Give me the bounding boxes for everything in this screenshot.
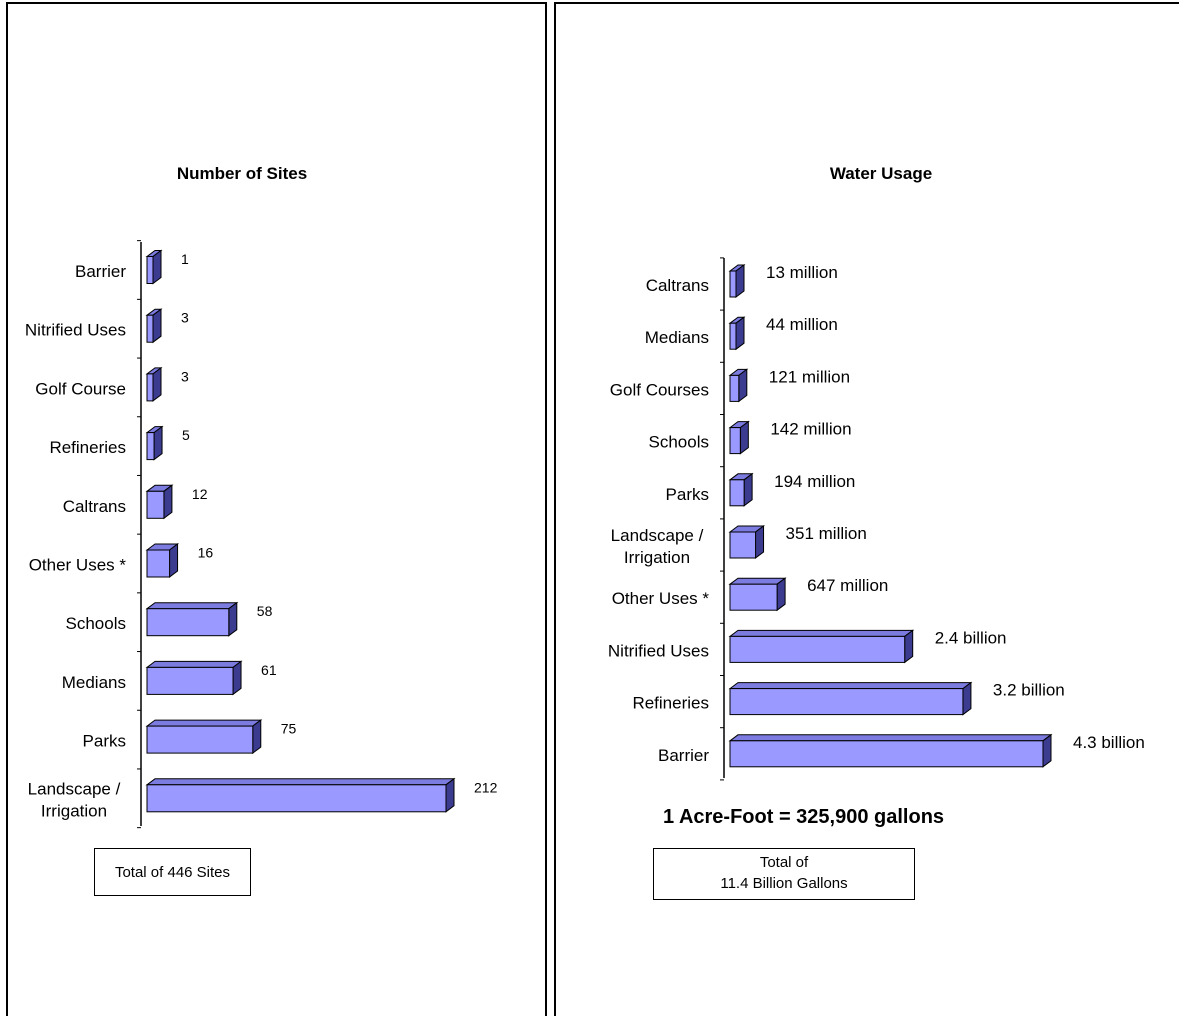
category-label-schools: Schools [649, 433, 709, 452]
value-label-caltrans: 13 million [766, 263, 838, 282]
bar-landscape-irrigation [146, 784, 447, 813]
bar-top-barrier [728, 734, 1053, 742]
bar-caltrans [729, 270, 737, 298]
value-label-schools: 142 million [770, 420, 851, 439]
category-label-schools: Schools [66, 614, 126, 633]
category-label-barrier: Barrier [658, 746, 709, 765]
category-label-other-uses: Other Uses * [612, 589, 710, 608]
chart-title-sites: Number of Sites [176, 164, 308, 183]
chart-title-water: Water Usage [829, 164, 933, 183]
bar-landscape-irrigation [729, 531, 757, 559]
bar-side-nitrified-uses [904, 629, 914, 664]
category-label-other-uses: Other Uses * [29, 556, 127, 575]
bar-side-landscape-irrigation [445, 777, 455, 813]
value-label-parks: 75 [281, 721, 297, 737]
value-label-nitrified-uses: 3 [181, 310, 189, 326]
bar-top-medians [145, 660, 243, 668]
value-label-other-uses: 647 million [807, 576, 888, 595]
bar-refineries [729, 688, 964, 716]
total-sites-box: Total of 446 Sites [94, 848, 251, 896]
value-label-medians: 44 million [766, 315, 838, 334]
value-label-barrier: 1 [181, 251, 189, 267]
bar-side-medians [735, 316, 745, 351]
bar-schools [729, 427, 741, 455]
bar-top-refineries [728, 682, 973, 690]
category-label-barrier: Barrier [75, 262, 126, 281]
bar-side-caltrans [163, 484, 173, 520]
bar-refineries [146, 432, 155, 461]
bar-side-golf-courses [738, 368, 748, 403]
value-label-refineries: 3.2 billion [993, 681, 1065, 700]
total-water-box: Total of 11.4 Billion Gallons [653, 848, 915, 900]
bar-side-medians [232, 660, 242, 696]
bar-nitrified-uses [146, 314, 154, 343]
bar-golf-course [146, 373, 154, 402]
value-label-nitrified-uses: 2.4 billion [935, 628, 1007, 647]
value-label-schools: 58 [257, 603, 273, 619]
bar-other-uses [146, 549, 171, 578]
category-label-parks: Parks [666, 485, 709, 504]
category-label-landscape-irrigation: Landscape / Irrigation [28, 779, 121, 820]
bar-barrier [729, 740, 1044, 768]
value-label-barrier: 4.3 billion [1073, 733, 1145, 752]
bar-top-other-uses [728, 577, 787, 585]
bar-barrier [146, 256, 154, 284]
value-label-landscape-irrigation: 351 million [786, 524, 867, 543]
bar-side-barrier [1042, 733, 1052, 768]
bar-top-schools [145, 602, 239, 610]
bar-parks [146, 725, 254, 754]
bar-side-other-uses [169, 543, 179, 578]
bar-side-parks [252, 719, 262, 755]
category-label-nitrified-uses: Nitrified Uses [25, 321, 126, 340]
bar-side-refineries [962, 681, 972, 716]
total-water-line-2: 11.4 Billion Gallons [720, 875, 848, 892]
bar-side-schools [739, 420, 749, 455]
value-label-landscape-irrigation: 212 [474, 779, 498, 795]
bar-side-other-uses [776, 577, 786, 612]
bar-top-landscape-irrigation [145, 778, 456, 786]
bar-caltrans [146, 490, 165, 519]
category-label-landscape-irrigation: Landscape / Irrigation [611, 526, 704, 567]
bar-top-parks [145, 719, 263, 727]
chart-panel-water [554, 2, 1179, 1016]
bar-side-schools [228, 601, 238, 637]
category-label-refineries: Refineries [632, 694, 709, 713]
bar-side-refineries [153, 425, 163, 461]
value-label-caltrans: 12 [192, 486, 208, 502]
value-label-refineries: 5 [182, 427, 190, 443]
category-label-medians: Medians [62, 673, 126, 692]
bar-other-uses [729, 583, 778, 611]
category-label-medians: Medians [645, 328, 709, 347]
category-label-refineries: Refineries [49, 438, 126, 457]
bar-side-parks [743, 472, 753, 507]
bar-parks [729, 479, 745, 507]
category-label-nitrified-uses: Nitrified Uses [608, 641, 709, 660]
category-label-golf-courses: Golf Courses [610, 380, 709, 399]
value-label-golf-courses: 121 million [769, 367, 850, 386]
bar-schools [146, 608, 230, 637]
category-label-caltrans: Caltrans [646, 276, 709, 295]
bar-medians [729, 322, 737, 350]
value-label-other-uses: 16 [198, 545, 214, 561]
bar-side-nitrified-uses [152, 308, 162, 344]
bar-side-caltrans [735, 264, 745, 298]
bar-medians [146, 666, 234, 695]
value-label-medians: 61 [261, 662, 277, 678]
bar-side-barrier [152, 249, 162, 285]
bar-nitrified-uses [729, 635, 906, 663]
chart-panel-sites [6, 2, 547, 1016]
value-label-parks: 194 million [774, 472, 855, 491]
conversion-note: 1 Acre-Foot = 325,900 gallons [663, 806, 945, 828]
bar-golf-courses [729, 374, 740, 402]
bar-side-landscape-irrigation [755, 525, 765, 559]
category-label-parks: Parks [83, 732, 126, 751]
bar-top-nitrified-uses [728, 629, 915, 637]
category-label-caltrans: Caltrans [63, 497, 126, 516]
bar-side-golf-course [152, 366, 162, 402]
total-water-line-1: Total of [759, 854, 809, 871]
category-label-golf-course: Golf Course [35, 379, 126, 398]
total-sites-text: Total of 446 Sites [114, 864, 231, 881]
value-label-golf-course: 3 [181, 368, 189, 384]
